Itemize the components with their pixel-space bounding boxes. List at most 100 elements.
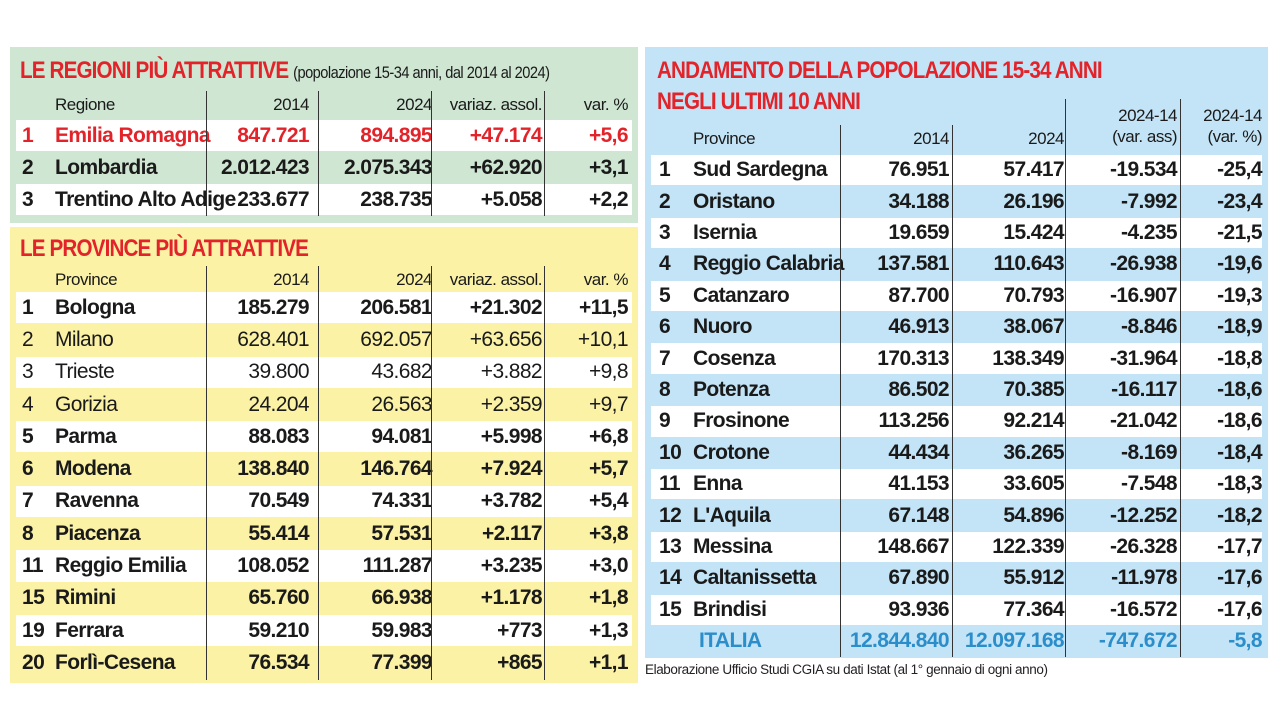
province-table: LE PROVINCE PIÙ ATTRATTIVE Province 2014 2… <box>10 227 638 683</box>
value-2024: 894.895 <box>360 123 432 147</box>
variation-pct: +3,0 <box>588 554 629 578</box>
table-row: 11 Enna 41.153 33.605 -7.548 -18,3 <box>651 469 1263 500</box>
value-2014: 88.083 <box>248 424 309 448</box>
variation-abs: +3.782 <box>480 489 543 513</box>
variation-abs: -8.169 <box>1121 440 1178 464</box>
variation-abs: +5.998 <box>480 424 543 448</box>
value-2014: 847.721 <box>237 123 309 147</box>
variation-pct: -19,6 <box>1217 252 1262 276</box>
rank: 2 <box>659 189 671 213</box>
table-row: 11 Reggio Emilia 108.052 111.287 +3.235 +3,0 <box>16 550 632 582</box>
value-2014: 55.414 <box>248 521 309 545</box>
value-2024: 70.793 <box>1003 283 1064 307</box>
header-row: Regione 2014 2024 variaz. assol. var. % <box>16 89 632 120</box>
variation-pct: -18,8 <box>1217 346 1262 370</box>
variation-pct: +10,1 <box>577 327 629 351</box>
table-row: 2 Oristano 34.188 26.196 -7.992 -23,4 <box>651 186 1263 216</box>
rank: 5 <box>659 283 671 307</box>
rank: 9 <box>659 409 671 433</box>
header-name: Province <box>693 129 756 148</box>
value-2014: 108.052 <box>237 554 309 578</box>
table-row: 1 Bologna 185.279 206.581 +21.302 +11,5 <box>16 292 632 324</box>
name: Parma <box>55 424 117 448</box>
variation-pct: -17,7 <box>1217 534 1262 558</box>
table-row: 12 L'Aquila 67.148 54.896 -12.252 -18,2 <box>651 500 1263 530</box>
header-2014: 2014 <box>273 269 309 289</box>
header-pct-line2: (var. %) <box>1207 127 1262 146</box>
table-row: 4 Gorizia 24.204 26.563 +2.359 +9,7 <box>16 389 632 420</box>
variation-abs: -11.978 <box>1111 566 1177 590</box>
value-2014: 148.667 <box>877 534 949 558</box>
name: Isernia <box>693 220 757 244</box>
variation-abs: -26.328 <box>1109 534 1178 558</box>
value-2014: 70.549 <box>248 489 309 513</box>
name: Oristano <box>693 189 775 213</box>
value-2014: 76.534 <box>248 650 309 674</box>
column-divider <box>318 91 319 216</box>
variation-pct: +9,7 <box>588 392 629 416</box>
variation-pct: -17,6 <box>1217 597 1262 621</box>
value-2014: 2.012.423 <box>220 155 310 179</box>
name: Milano <box>55 327 114 351</box>
variation-abs: +3.882 <box>480 360 543 384</box>
rank: 4 <box>22 392 34 416</box>
table-row: 1 Emilia Romagna 847.721 894.895 +47.174 +5,6 <box>16 120 632 151</box>
value-2014: 12.844.840 <box>849 629 950 653</box>
header-pct: var. % <box>583 269 629 289</box>
table-row: 3 Trieste 39.800 43.682 +3.882 +9,8 <box>16 356 632 388</box>
variation-pct: +6,8 <box>588 424 629 448</box>
variation-abs: +773 <box>497 618 543 642</box>
name: Cosenza <box>693 346 776 370</box>
variation-pct: +11,5 <box>579 295 629 319</box>
variation-abs: -747.672 <box>1098 629 1178 653</box>
variation-abs: +2.359 <box>480 392 543 416</box>
rank: 20 <box>22 650 45 674</box>
variation-abs: -26.938 <box>1109 252 1178 276</box>
value-2014: 67.890 <box>888 566 949 590</box>
value-2024: 36.265 <box>1003 440 1064 464</box>
header-abs-line1: 2024-14 <box>1118 106 1177 125</box>
value-2024: 57.417 <box>1003 158 1064 182</box>
table-row: 2 Milano 628.401 692.057 +63.656 +10,1 <box>16 324 632 355</box>
variation-abs: -16.572 <box>1109 597 1178 621</box>
table-row: 9 Frosinone 113.256 92.214 -21.042 -18,6 <box>651 406 1263 437</box>
value-2024: 74.331 <box>371 489 432 513</box>
name: Messina <box>693 534 772 558</box>
variation-pct: -18,9 <box>1217 315 1262 339</box>
value-2024: 12.097.168 <box>964 629 1065 653</box>
value-2024: 206.581 <box>360 295 432 319</box>
value-2014: 628.401 <box>237 327 309 351</box>
column-divider <box>1065 99 1066 658</box>
variation-pct: +1,3 <box>588 618 629 642</box>
value-2024: 26.563 <box>371 392 432 416</box>
variation-abs: +2.117 <box>481 521 543 545</box>
variation-pct: -18,6 <box>1217 409 1262 433</box>
variation-pct: +2,2 <box>588 187 629 211</box>
name: Bologna <box>55 295 135 319</box>
name: Brindisi <box>693 597 767 621</box>
rank: 19 <box>22 618 45 642</box>
rank: 2 <box>22 327 34 351</box>
value-2014: 185.279 <box>237 295 309 319</box>
column-divider <box>544 91 545 216</box>
table-row: 15 Rimini 65.760 66.938 +1.178 +1,8 <box>16 583 632 614</box>
name: L'Aquila <box>693 503 771 527</box>
variation-abs: +5.058 <box>480 187 543 211</box>
rank: 3 <box>659 220 671 244</box>
variation-abs: -16.907 <box>1109 283 1178 307</box>
name: Ravenna <box>55 489 139 513</box>
table-row: 13 Messina 148.667 122.339 -26.328 -17,7 <box>651 531 1263 563</box>
value-2024: 38.067 <box>1003 315 1064 339</box>
name: Enna <box>693 472 743 496</box>
variation-abs: -19.534 <box>1109 158 1178 182</box>
value-2024: 2.075.343 <box>343 155 433 179</box>
andamento-table: ANDAMENTO DELLA POPOLAZIONE 15-34 ANNI N… <box>645 47 1268 658</box>
variation-abs: -16.117 <box>1111 377 1177 401</box>
table-row: 10 Crotone 44.434 36.265 -8.169 -18,4 <box>651 438 1263 468</box>
table-row: 7 Ravenna 70.549 74.331 +3.782 +5,4 <box>16 485 632 518</box>
variation-pct: -18,6 <box>1217 377 1262 401</box>
value-2024: 55.912 <box>1003 566 1064 590</box>
value-2024: 59.983 <box>371 618 432 642</box>
regioni-subtitle: (popolazione 15-34 anni, dal 2014 al 202… <box>293 63 550 82</box>
value-2014: 24.204 <box>248 392 309 416</box>
